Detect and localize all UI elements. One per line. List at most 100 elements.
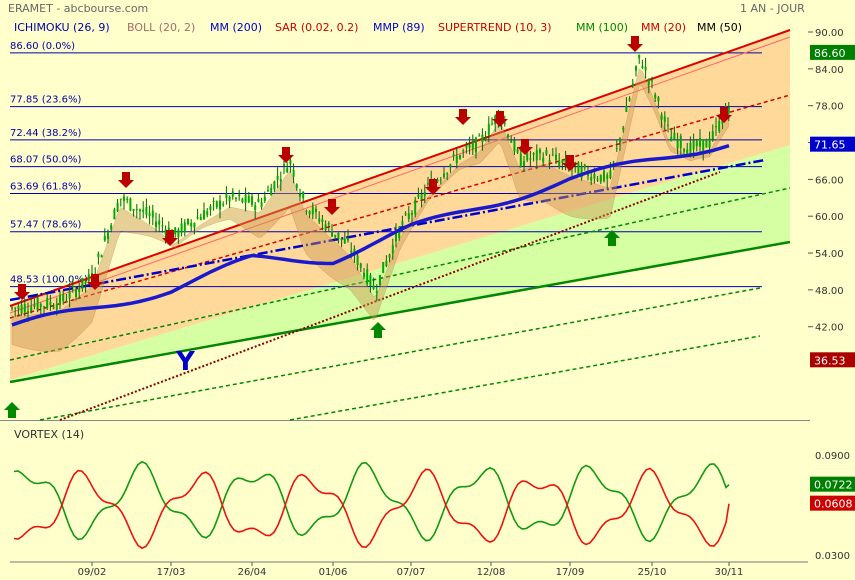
y-marker: Y — [175, 347, 196, 377]
candle — [660, 112, 663, 128]
vortex-tag — [810, 495, 855, 511]
date-label: 01/06 — [319, 567, 348, 578]
candle — [279, 171, 282, 191]
candle — [20, 300, 23, 316]
candle — [142, 201, 145, 219]
candle — [331, 224, 333, 238]
price-tag-label: 36.53 — [814, 354, 846, 367]
candle — [388, 253, 391, 263]
candle — [443, 167, 445, 179]
candle — [177, 227, 180, 244]
price-tag — [810, 136, 855, 152]
candle — [465, 141, 468, 154]
candle — [113, 207, 116, 220]
indicator-label: MM (20) — [641, 21, 686, 34]
candle — [132, 208, 135, 217]
sell-arrow — [455, 109, 471, 125]
candle — [558, 153, 561, 170]
date-label: 30/11 — [715, 567, 744, 578]
candle — [222, 201, 225, 207]
price-tick-label: 48.00 — [815, 286, 844, 297]
vortex-tag-label: 0.0608 — [814, 498, 853, 511]
candle — [670, 127, 673, 142]
price-tag-label: 86.60 — [814, 47, 846, 60]
channel-upper-mid-line — [9, 94, 791, 319]
date-axis: 09/02 17/03 26/04 01/06 07/07 12/08 17/09 25/10… — [10, 561, 808, 578]
fib-label: 77.85 (23.6%) — [10, 95, 81, 106]
candle — [372, 277, 375, 290]
candle — [324, 220, 327, 233]
candle — [407, 205, 410, 223]
sell-arrow — [87, 274, 103, 290]
candle — [510, 135, 513, 143]
candle — [679, 133, 682, 157]
candle — [318, 211, 321, 225]
candle — [123, 193, 125, 210]
candle — [209, 204, 212, 216]
candle — [119, 198, 122, 207]
candle — [17, 303, 20, 317]
candle — [347, 229, 349, 243]
fib-label: 48.53 (100.0%) — [10, 275, 88, 286]
candle — [126, 196, 129, 204]
candle — [23, 298, 26, 317]
upper-channel-fill — [10, 30, 790, 380]
candle — [46, 293, 49, 310]
candle — [535, 144, 538, 170]
buy-arrow — [370, 322, 386, 338]
candle — [379, 275, 381, 287]
vortex-title: VORTEX (14) — [14, 428, 84, 441]
candle — [491, 117, 493, 126]
indicator-label: MM (50) — [697, 21, 742, 34]
ichimoku-cloud — [11, 68, 730, 352]
candle — [254, 202, 257, 219]
candle — [638, 54, 641, 64]
candle — [417, 187, 420, 199]
candle — [244, 187, 247, 212]
vortex-tag-label: 0.0722 — [814, 479, 853, 492]
candle — [196, 208, 199, 220]
candle — [695, 138, 698, 152]
candle — [542, 152, 545, 166]
candle — [439, 177, 442, 185]
vortex-tick-label: 0.0900 — [815, 451, 850, 462]
candle — [452, 150, 455, 161]
candle — [247, 191, 250, 204]
candle — [702, 138, 705, 161]
vortex-tag — [810, 476, 855, 492]
candle — [241, 197, 244, 204]
candle — [286, 162, 289, 173]
sell-arrow — [492, 111, 508, 127]
candle — [219, 195, 221, 219]
candle — [267, 185, 269, 192]
candle — [334, 234, 337, 241]
price-tick-label: 60.00 — [815, 212, 844, 223]
candle — [449, 163, 452, 173]
candle — [468, 136, 471, 155]
vortex-axis: 0.0900 0.0300 0.0722 0.0608 — [810, 451, 855, 562]
candle — [599, 174, 602, 184]
candle — [577, 161, 580, 175]
candle — [158, 213, 161, 232]
buy-arrow — [604, 230, 620, 246]
candle — [174, 227, 177, 238]
candle — [203, 202, 205, 220]
indicator-label: MM (200) — [210, 21, 262, 34]
candle — [446, 172, 449, 180]
candle — [363, 268, 365, 280]
candle — [52, 303, 55, 310]
candle — [62, 290, 65, 305]
candle — [686, 142, 689, 155]
candle — [116, 199, 119, 212]
candle — [305, 209, 308, 215]
candle — [151, 204, 154, 226]
candle — [276, 167, 279, 188]
candle — [107, 229, 109, 244]
candle — [187, 218, 189, 226]
candle — [84, 280, 87, 293]
candle — [564, 150, 567, 171]
candle — [619, 137, 621, 151]
candle — [596, 176, 599, 182]
candle — [206, 208, 209, 218]
